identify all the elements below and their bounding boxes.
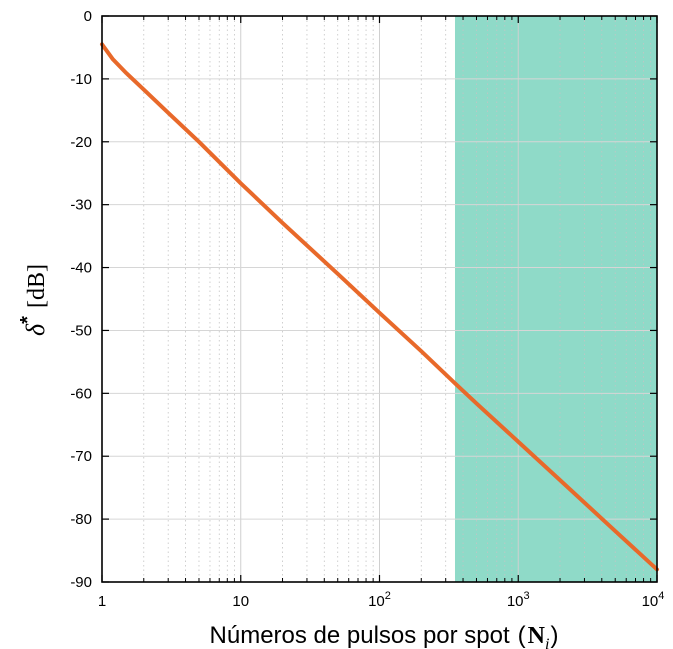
x-tick-labels: 1 10 102 103 104 — [98, 590, 665, 610]
x-tick-label: 104 — [642, 590, 665, 610]
x-axis-label-subscript: i — [545, 636, 549, 649]
y-axis-label-unit: [dB] — [24, 264, 50, 308]
x-tick-label: 102 — [368, 590, 391, 610]
y-axis-label-symbol: δ — [21, 323, 50, 336]
y-tick-label: -40 — [70, 260, 92, 277]
y-tick-label: -60 — [70, 385, 92, 402]
x-axis-label-paren-open: ( — [518, 622, 526, 649]
y-tick-label: -80 — [70, 511, 92, 528]
y-tick-label: -70 — [70, 448, 92, 465]
y-tick-label: -50 — [70, 322, 92, 339]
y-tick-label: -10 — [70, 71, 92, 88]
shaded-region-layer — [454, 16, 657, 582]
y-tick-label: -20 — [70, 134, 92, 151]
y-tick-labels: 0 -10 -20 -30 -40 -50 -60 -70 -80 -90 — [70, 8, 92, 591]
y-axis-label-star: * — [17, 316, 39, 324]
x-axis-label: Números de pulsos por spot (Ni) — [210, 622, 559, 649]
shaded-region — [454, 16, 657, 582]
x-tick-label: 1 — [98, 593, 106, 610]
y-tick-label: 0 — [84, 8, 92, 25]
x-axis-label-paren-close: ) — [550, 622, 558, 649]
y-axis-label: δ* [dB] — [17, 264, 50, 336]
x-tick-label: 10 — [232, 593, 249, 610]
y-tick-label: -90 — [70, 574, 92, 591]
tick-mark-layer — [101, 15, 658, 583]
y-tick-label: -30 — [70, 197, 92, 214]
x-axis-label-symbol: N — [528, 623, 546, 649]
series-layer — [100, 42, 659, 572]
series-line — [100, 42, 659, 572]
x-tick-label: 103 — [507, 590, 530, 610]
x-axis-label-text: Números de pulsos por spot — [210, 622, 510, 649]
